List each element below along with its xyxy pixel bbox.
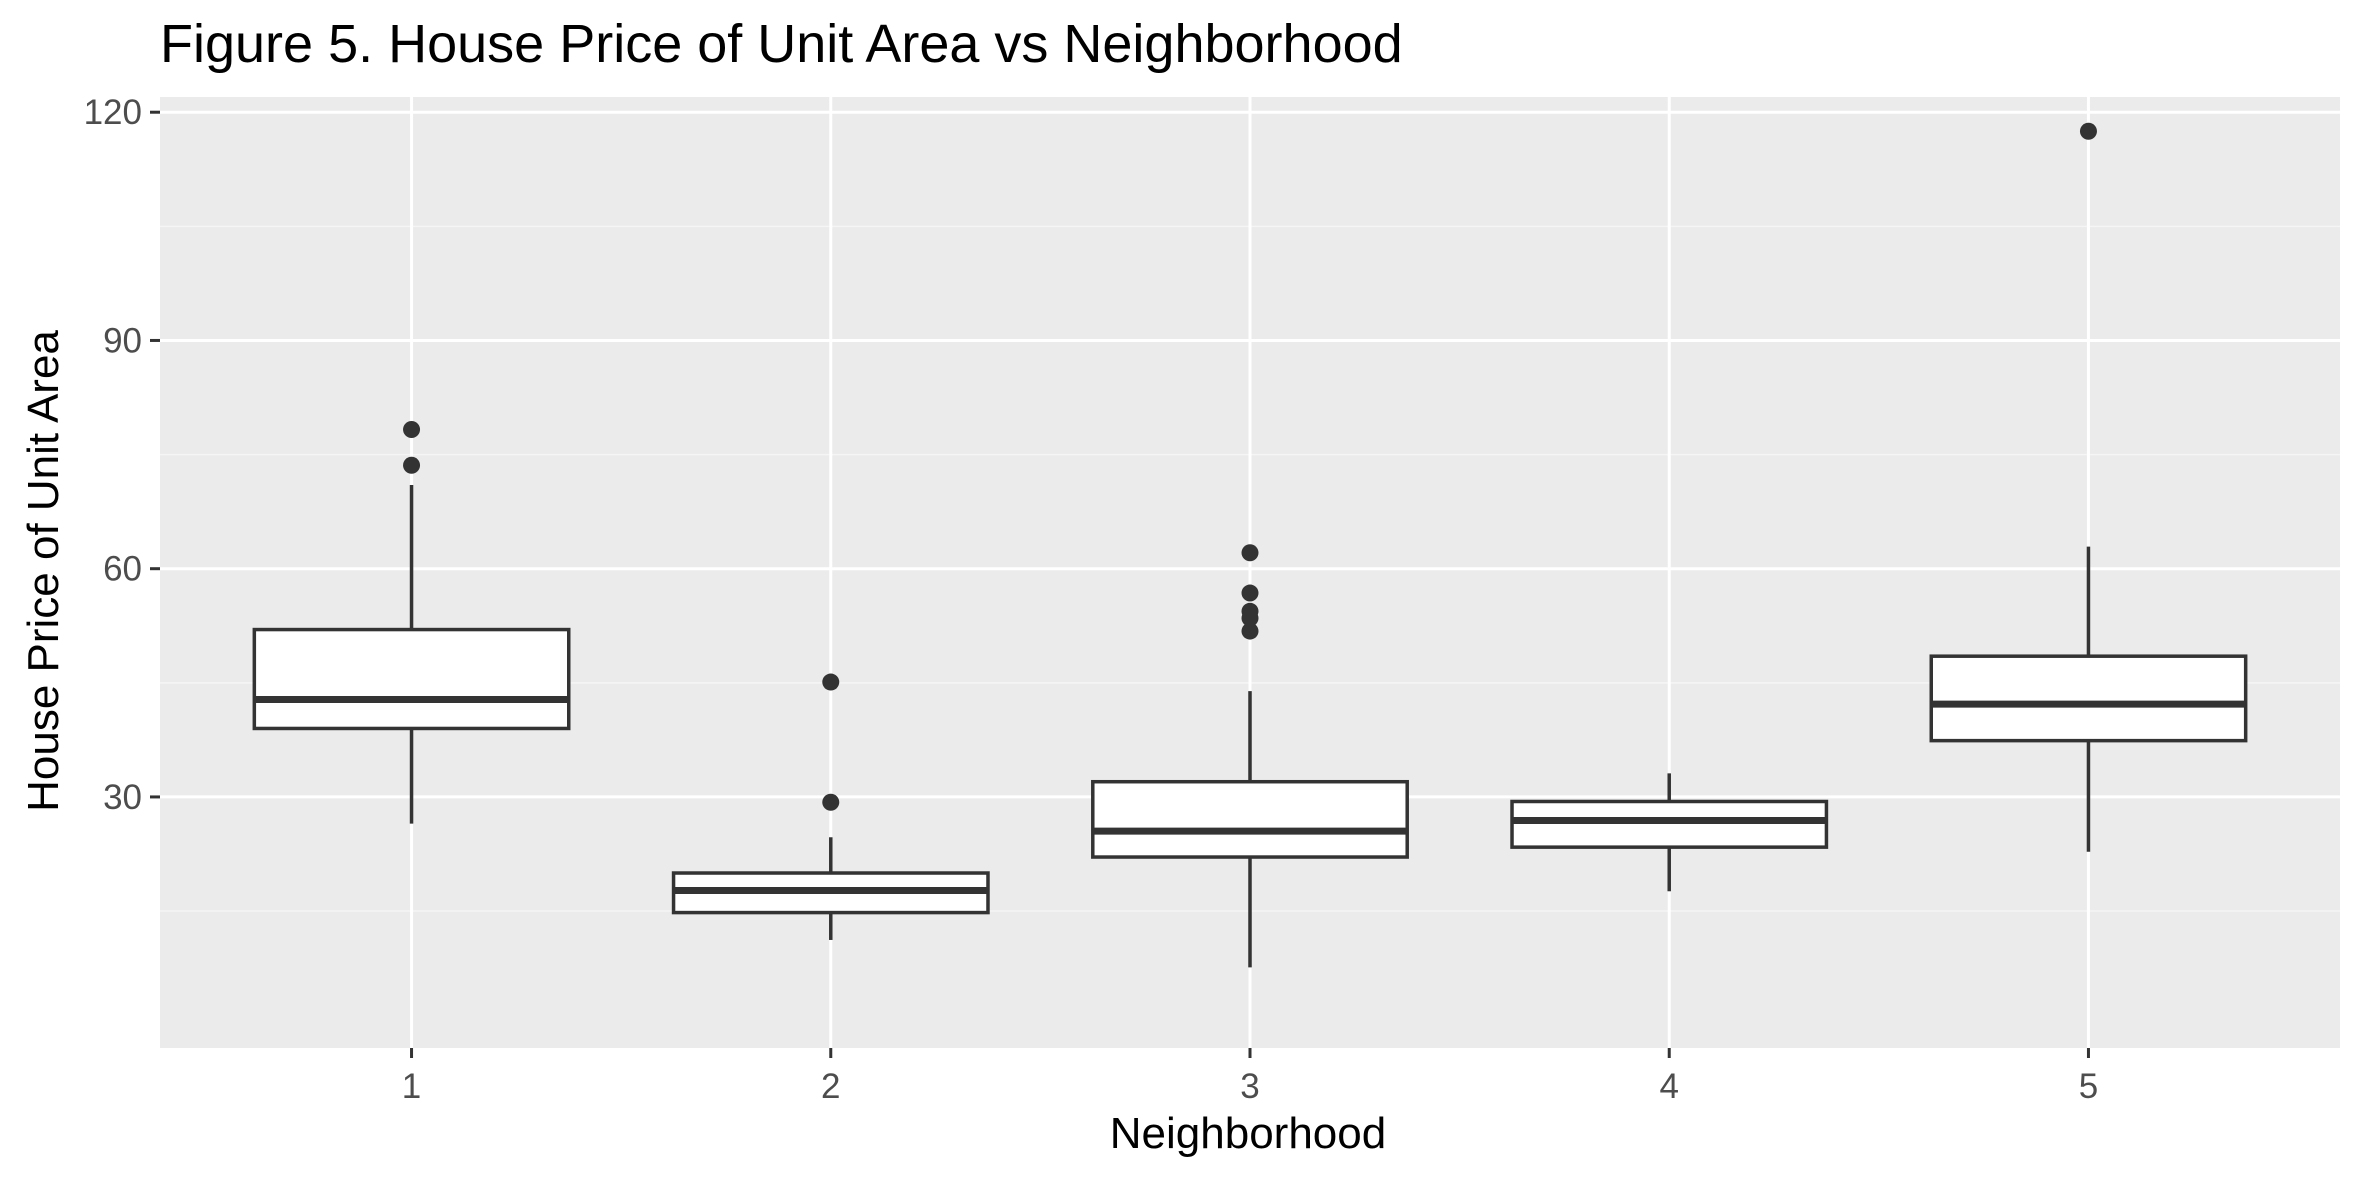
y-tick-label: 90 [103, 321, 142, 360]
outlier-point [403, 456, 421, 474]
box-group-1 [252, 420, 571, 824]
x-tick-label: 2 [821, 1067, 840, 1106]
box-group-2 [671, 673, 990, 940]
box-iqr [1929, 654, 2248, 743]
y-tick-label: 30 [103, 778, 142, 817]
x-axis-title: Neighborhood [1110, 1109, 1386, 1158]
outlier-point [1241, 602, 1259, 620]
outlier-point [1241, 584, 1259, 602]
y-axis-title: House Price of Unit Area [19, 330, 68, 812]
chart-title: Figure 5. House Price of Unit Area vs Ne… [160, 14, 1403, 74]
outlier-point [822, 673, 840, 691]
outlier-point [2079, 122, 2097, 140]
y-tick-label: 120 [84, 93, 142, 132]
box-iqr [1510, 799, 1829, 849]
x-tick-label: 4 [1659, 1067, 1678, 1106]
x-tick-label: 3 [1240, 1067, 1259, 1106]
outlier-point [822, 793, 840, 811]
outlier-point [1241, 544, 1259, 562]
y-tick-label: 60 [103, 550, 142, 589]
box-group-3 [1091, 544, 1409, 968]
x-tick-label: 1 [402, 1067, 421, 1106]
outlier-point [1241, 622, 1259, 640]
boxes [252, 122, 2248, 968]
box-group-5 [1929, 122, 2248, 852]
axes: 30 60 90 120 1 2 3 4 5 [84, 93, 2099, 1106]
box-group-4 [1510, 773, 1829, 892]
outlier-point [403, 420, 421, 438]
x-tick-label: 5 [2079, 1067, 2098, 1106]
box-iqr [252, 627, 571, 731]
box-iqr [1091, 779, 1409, 859]
